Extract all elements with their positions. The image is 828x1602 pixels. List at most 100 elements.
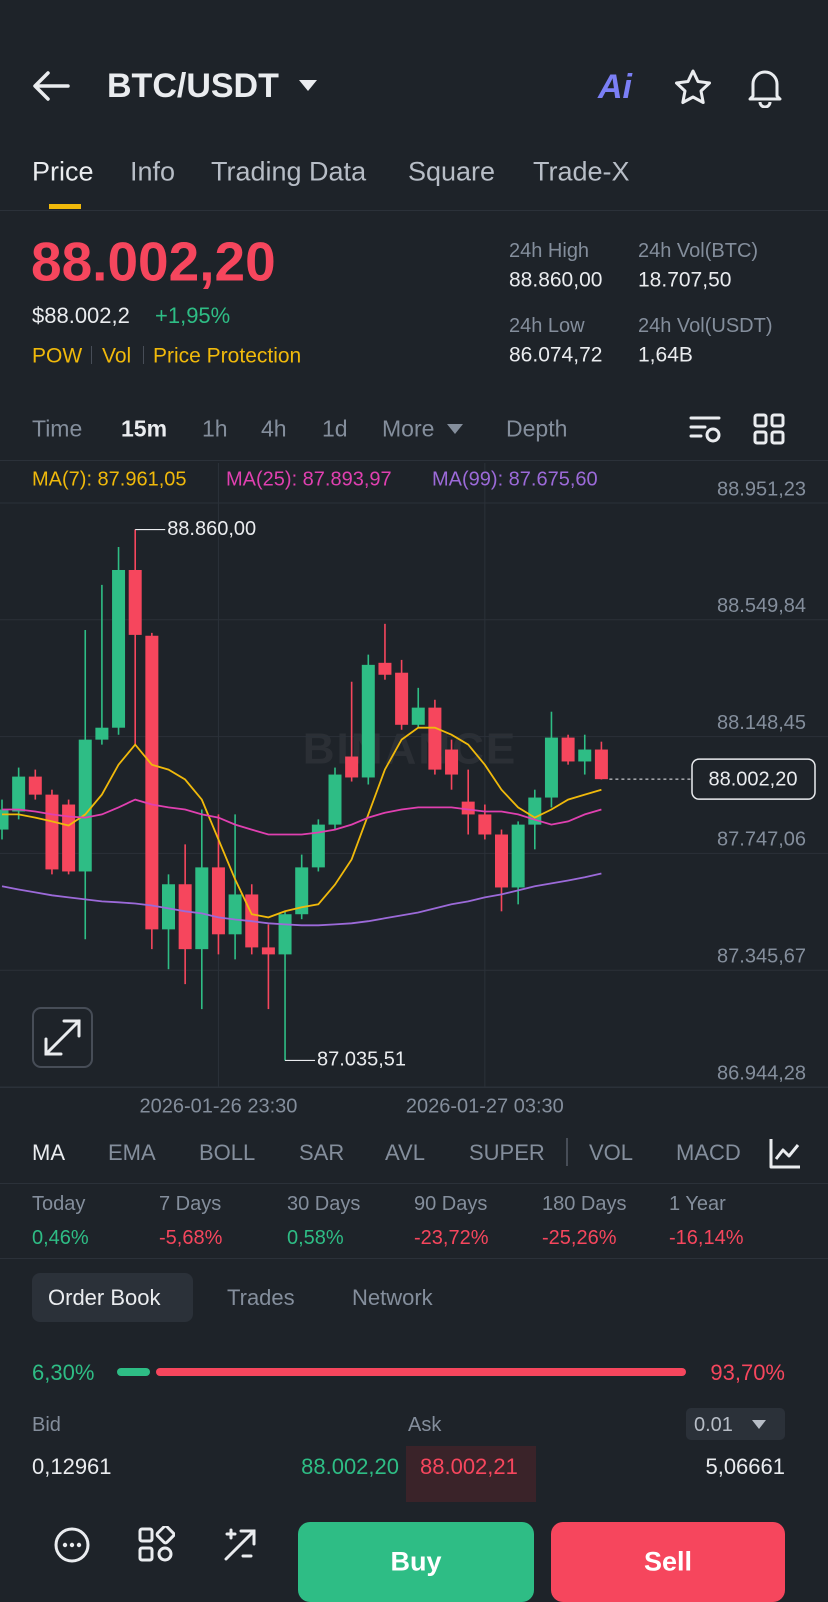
ratio-bar xyxy=(117,1368,686,1376)
period-label: 90 Days xyxy=(414,1193,488,1215)
candle-body xyxy=(261,947,275,955)
y-tick-label: 88.148,45 xyxy=(717,712,806,734)
y-tick-label: 87.747,06 xyxy=(717,829,806,851)
book-tab[interactable]: Trades xyxy=(227,1285,295,1310)
interval[interactable]: 1d xyxy=(322,415,348,442)
indicator[interactable]: EMA xyxy=(108,1140,156,1165)
indicator[interactable]: AVL xyxy=(385,1140,425,1165)
depth-tab[interactable]: Depth xyxy=(506,415,568,442)
last-price-label: 88.002,20 xyxy=(709,768,798,790)
period-change: -5,68% xyxy=(159,1227,223,1249)
stat-value: 88.860,00 xyxy=(509,268,603,292)
precision-value[interactable]: 0.01 xyxy=(694,1414,733,1436)
candle-body xyxy=(361,664,375,778)
layout-icon[interactable] xyxy=(753,413,785,445)
tab[interactable]: Trade-X xyxy=(533,156,630,187)
book-tab[interactable]: Network xyxy=(352,1285,433,1310)
candle-body xyxy=(311,824,325,868)
tab-active[interactable]: Price xyxy=(32,156,94,187)
moving-average-line xyxy=(2,798,602,836)
candle-body xyxy=(578,749,592,762)
precision-select[interactable] xyxy=(686,1408,785,1440)
separator xyxy=(143,346,144,364)
last-price-box xyxy=(691,758,816,800)
stat-label: 24h Vol(USDT) xyxy=(638,315,773,337)
indicator[interactable]: MACD xyxy=(676,1140,741,1165)
candle-body xyxy=(445,749,459,775)
candle-body xyxy=(295,867,309,915)
sell-button[interactable] xyxy=(551,1522,785,1602)
candle-body xyxy=(28,776,42,795)
expand-icon[interactable] xyxy=(44,1019,81,1056)
interval[interactable]: Time xyxy=(32,415,83,442)
watermark: BINANCE xyxy=(303,725,517,774)
ask-header: Ask xyxy=(408,1414,442,1436)
candle-body xyxy=(112,569,126,728)
tag[interactable]: Price Protection xyxy=(153,344,302,368)
bid-amount: 0,12961 xyxy=(32,1454,112,1479)
indicator[interactable]: SAR xyxy=(299,1140,345,1165)
tag[interactable]: Vol xyxy=(102,344,132,368)
back-arrow[interactable] xyxy=(30,68,72,104)
candle-body xyxy=(12,776,26,812)
usd-price: $88.002,2 xyxy=(32,303,130,328)
interval-active[interactable]: 15m xyxy=(121,415,168,442)
more-caret[interactable] xyxy=(446,423,464,435)
indicator[interactable]: SUPER xyxy=(469,1140,545,1165)
y-tick-label: 88.951,23 xyxy=(717,478,806,500)
alert-icon[interactable] xyxy=(745,66,785,108)
trade-icon[interactable] xyxy=(221,1526,259,1564)
indicator[interactable]: BOLL xyxy=(199,1140,256,1165)
indicator-active[interactable]: MA xyxy=(32,1140,65,1165)
candle-body xyxy=(178,884,192,950)
indicator-settings-icon[interactable] xyxy=(768,1137,802,1169)
candle-body xyxy=(345,756,359,778)
candle-body xyxy=(461,801,475,815)
book-tab-active[interactable]: Order Book xyxy=(48,1285,161,1310)
buy-label[interactable]: Buy xyxy=(390,1546,442,1577)
y-tick-label: 86.944,28 xyxy=(717,1062,806,1084)
tab-pill xyxy=(32,1273,193,1322)
moving-average-line xyxy=(1,872,602,927)
interval[interactable]: 4h xyxy=(261,415,287,442)
precision-caret[interactable] xyxy=(751,1419,767,1430)
tag[interactable]: POW xyxy=(32,344,83,368)
pair-caret[interactable] xyxy=(297,78,319,92)
apps-icon[interactable] xyxy=(137,1526,175,1564)
tab[interactable]: Trading Data xyxy=(211,156,367,187)
pair-title[interactable]: BTC/USDT xyxy=(107,67,279,105)
legend-entry: MA(99): 87.675,60 xyxy=(432,468,598,490)
bid-price: 88.002,20 xyxy=(301,1454,399,1479)
ai-button[interactable]: Ai xyxy=(598,68,632,106)
moving-average-line xyxy=(2,726,602,919)
tab[interactable]: Info xyxy=(130,156,176,187)
candle-body xyxy=(478,814,492,835)
legend-entry: MA(7): 87.961,05 xyxy=(32,468,187,490)
expand-button[interactable] xyxy=(32,1007,93,1068)
candle-body xyxy=(195,867,209,950)
x-tick-label: 2026-01-26 23:30 xyxy=(139,1095,297,1117)
interval[interactable]: 1h xyxy=(202,415,228,442)
more-icon[interactable] xyxy=(53,1526,91,1564)
stat-value: 1,64B xyxy=(638,343,693,367)
period-change: -16,14% xyxy=(669,1227,744,1249)
ask-ratio: 93,70% xyxy=(710,1360,785,1385)
interval[interactable]: More xyxy=(382,415,435,442)
x-tick-label: 2026-01-27 03:30 xyxy=(406,1095,564,1117)
period-label: 180 Days xyxy=(542,1193,627,1215)
sell-label[interactable]: Sell xyxy=(643,1546,693,1577)
divider xyxy=(0,1183,828,1184)
favorite-icon[interactable] xyxy=(673,68,713,106)
buy-button[interactable] xyxy=(298,1522,534,1602)
indicator[interactable]: VOL xyxy=(589,1140,634,1165)
tab[interactable]: Square xyxy=(408,156,496,187)
settings-icon[interactable] xyxy=(688,413,722,445)
last-price: 88.002,20 xyxy=(31,230,276,293)
stat-label: 24h Low xyxy=(509,315,585,337)
candle-body xyxy=(561,737,575,762)
high-label: 88.860,00 xyxy=(167,518,256,540)
divider xyxy=(0,1258,828,1259)
ask-depth-bar xyxy=(406,1446,536,1502)
candle-body xyxy=(495,834,508,888)
